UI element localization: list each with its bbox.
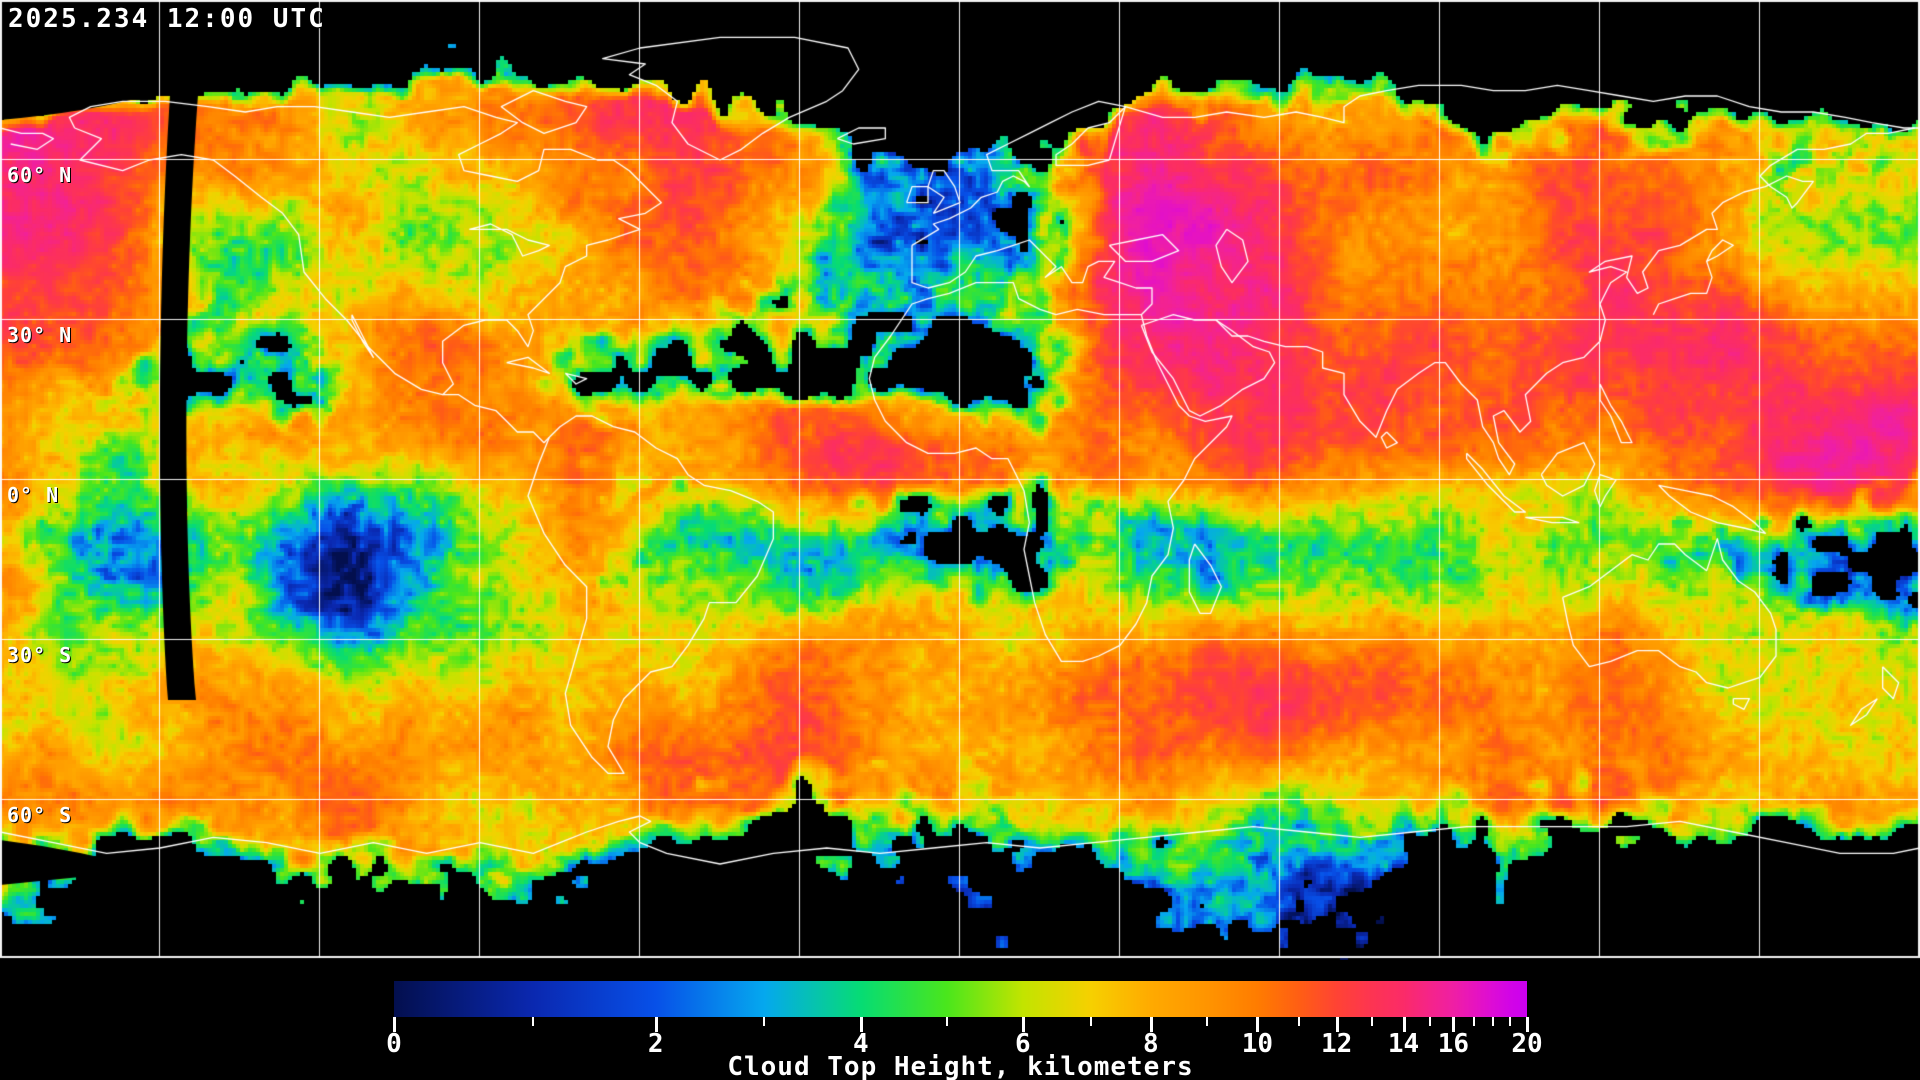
colorbar-minor-tick [1370, 1017, 1373, 1026]
colorbar-minor-tick [1428, 1017, 1431, 1026]
latitude-label: 0° N [7, 483, 60, 507]
latitude-label: 30° N [7, 323, 73, 347]
colorbar-major-tick [654, 1017, 658, 1032]
colorbar-major-tick [1021, 1017, 1025, 1032]
colorbar-tick-label: 6 [1014, 1029, 1031, 1059]
colorbar-major-tick [1256, 1017, 1260, 1032]
colorbar-major-tick [393, 1017, 396, 1032]
colorbar-minor-tick [945, 1017, 948, 1026]
colorbar-tick-label: 2 [647, 1029, 664, 1059]
colorbar: 0 2 4 6 8 10 12 14 16 20 Cloud Top Height, kilome… [0, 960, 1920, 1080]
colorbar-tick-label: 0 [386, 1029, 402, 1059]
latitude-label: 30° S [7, 643, 73, 667]
colorbar-tick-label: 4 [852, 1029, 869, 1059]
colorbar-title: Cloud Top Height, kilometers [727, 1052, 1194, 1080]
colorbar-major-tick [1402, 1017, 1406, 1032]
colorbar-tick-label: 20 [1511, 1029, 1543, 1059]
colorbar-minor-tick [763, 1017, 766, 1026]
colorbar-gradient [394, 981, 1527, 1017]
colorbar-tick-label: 14 [1387, 1029, 1420, 1059]
colorbar-minor-tick [1206, 1017, 1209, 1026]
colorbar-major-tick [1526, 1017, 1529, 1032]
colorbar-major-tick [1335, 1017, 1339, 1032]
colorbar-minor-tick [1509, 1017, 1511, 1026]
colorbar-tick-label: 8 [1143, 1029, 1159, 1059]
colorbar-major-tick [1452, 1017, 1456, 1032]
colorbar-major-tick [1149, 1017, 1153, 1032]
timestamp-label: 2025.234 12:00 UTC [8, 4, 326, 34]
colorbar-major-tick [859, 1017, 863, 1032]
colorbar-minor-tick [532, 1017, 535, 1026]
colorbar-minor-tick [1089, 1017, 1092, 1026]
colorbar-tick-label: 12 [1320, 1029, 1353, 1059]
colorbar-tick-label: 10 [1241, 1029, 1273, 1059]
colorbar-minor-tick [1298, 1017, 1301, 1026]
latitude-label: 60° N [7, 163, 73, 187]
colorbar-minor-tick [1492, 1017, 1494, 1026]
latitude-label: 60° S [7, 803, 73, 827]
world-cloud-map: 2025.234 12:00 UTC 60° N 30° N 0° N 30° S 60… [0, 0, 1920, 960]
colorbar-tick-label: 16 [1437, 1029, 1469, 1059]
cloud-height-raster [0, 0, 1920, 960]
colorbar-minor-tick [1472, 1017, 1475, 1026]
